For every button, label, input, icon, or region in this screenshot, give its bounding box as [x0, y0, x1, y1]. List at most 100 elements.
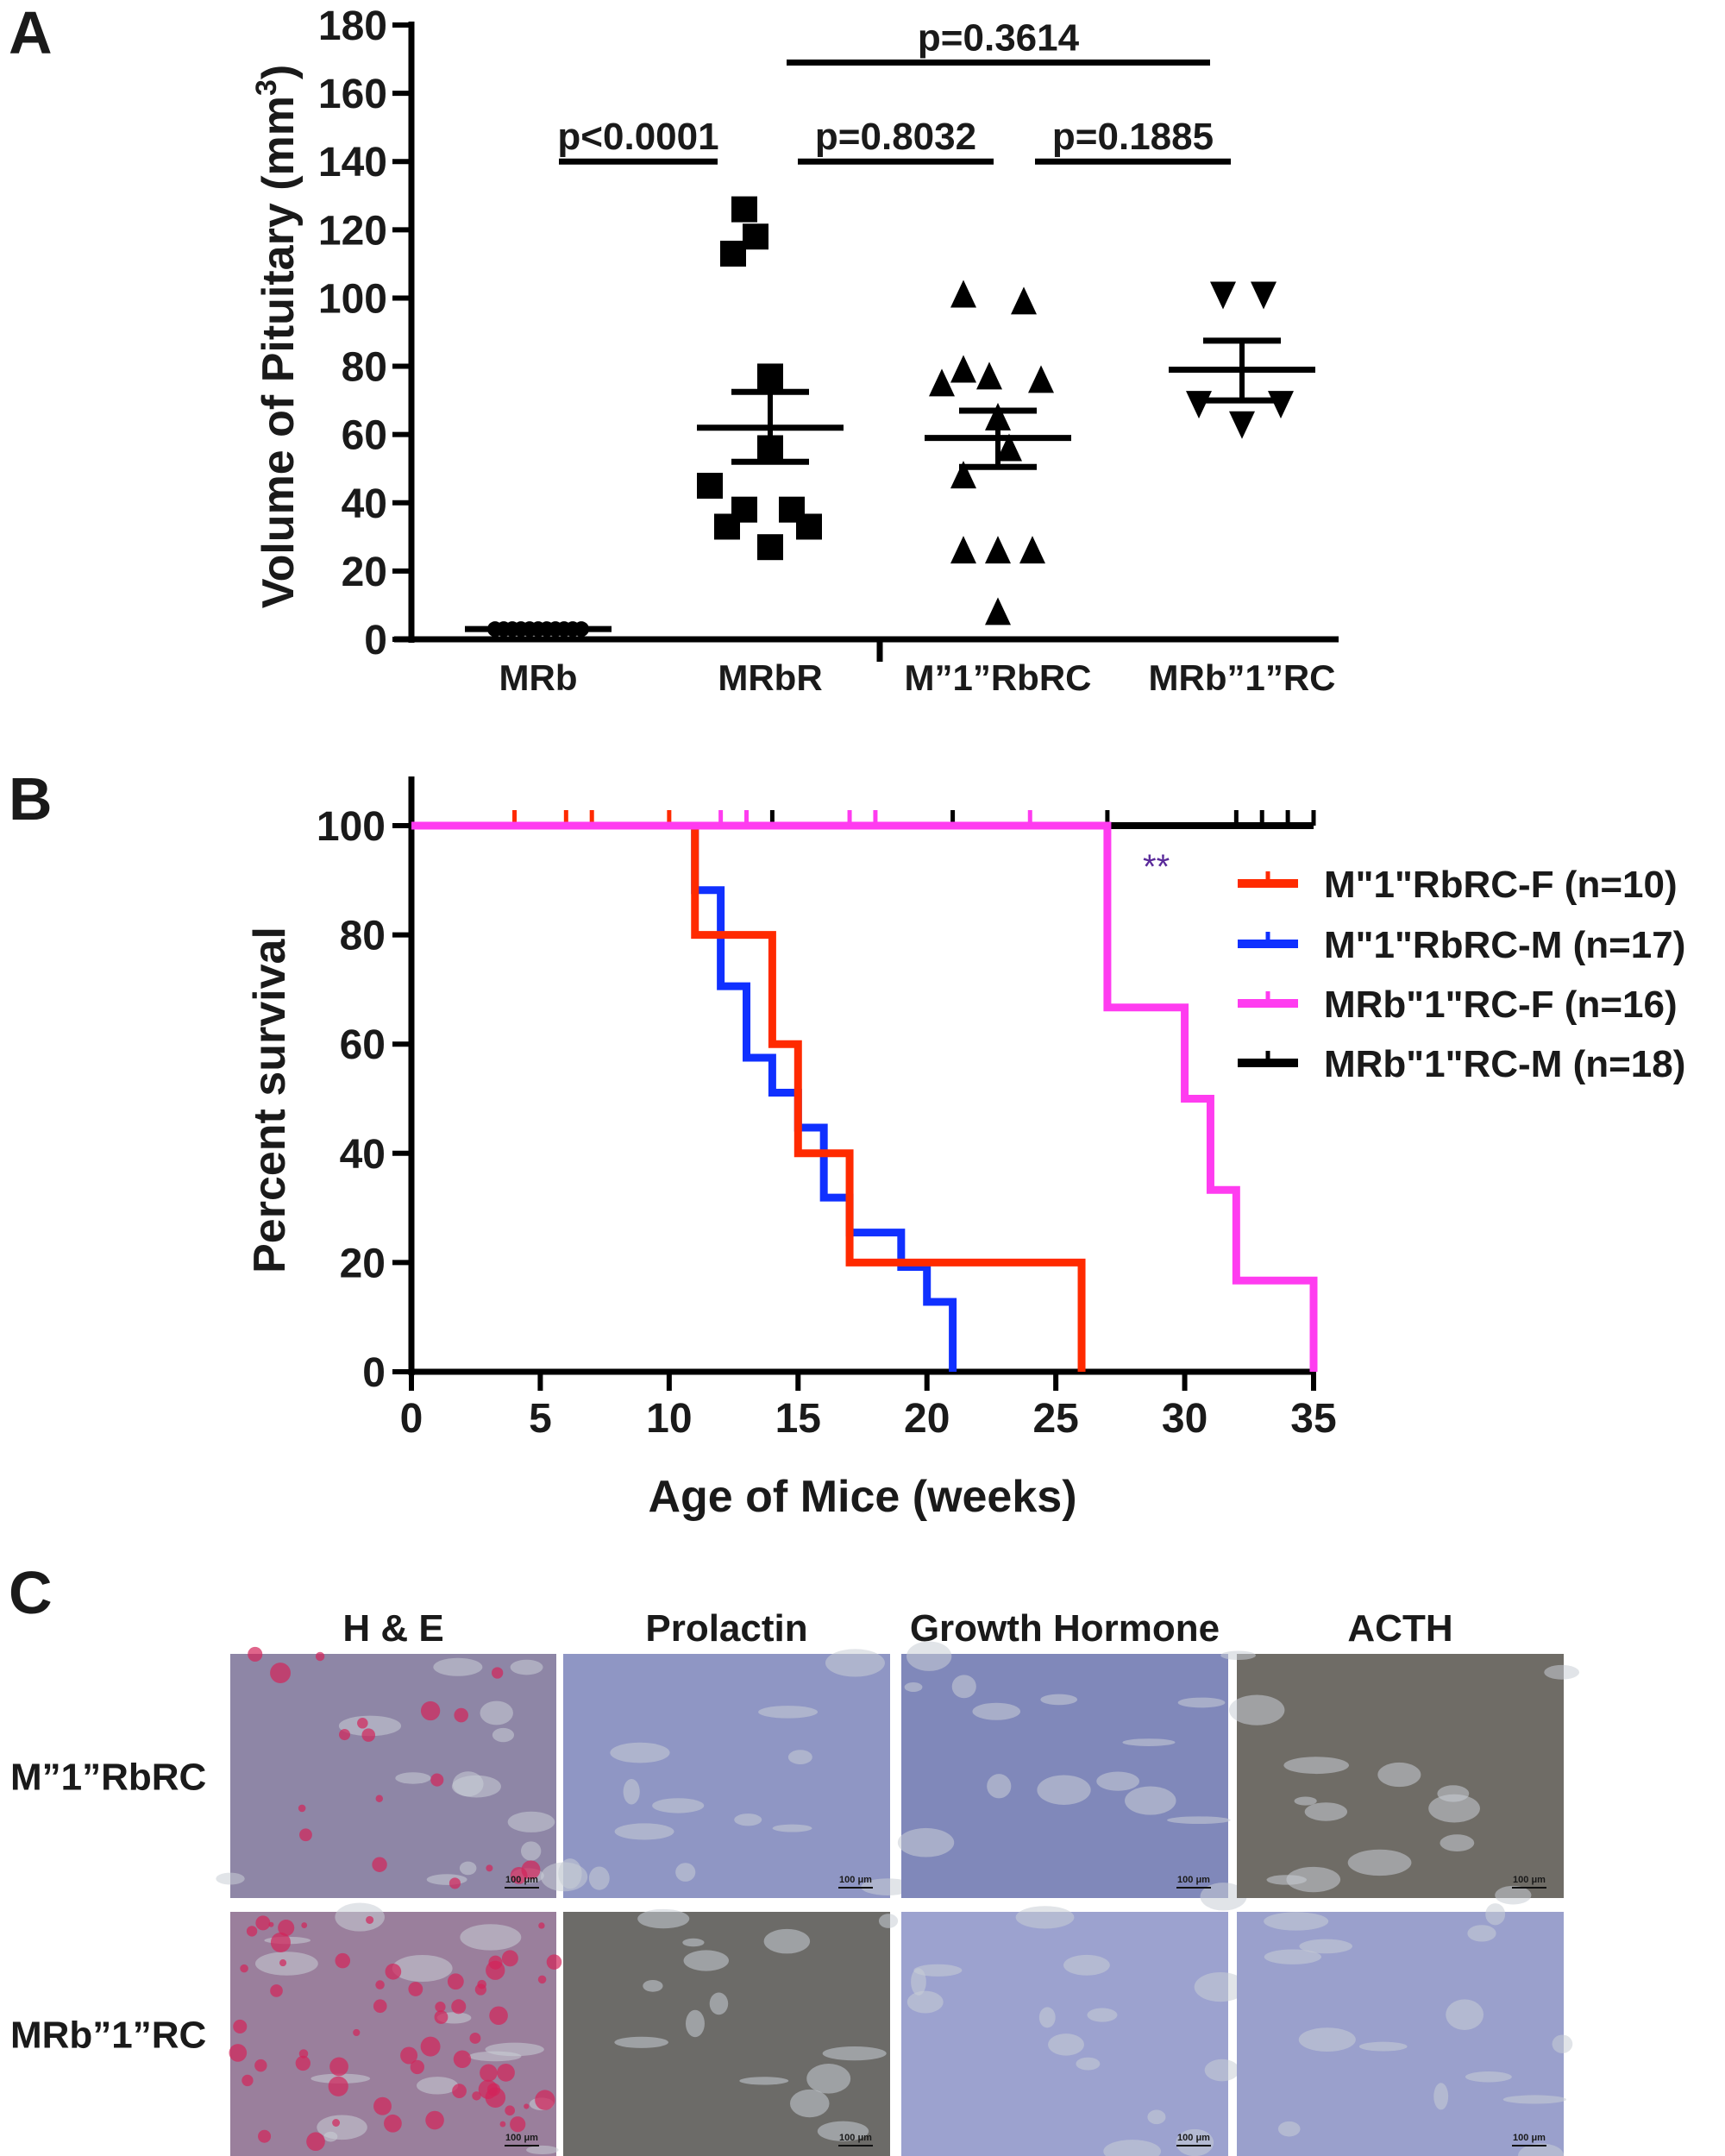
tissue-space: [1518, 2143, 1565, 2156]
red-blood-cell-cluster: [485, 2087, 506, 2109]
tissue-space: [897, 1827, 955, 1857]
tissue-space: [1076, 2057, 1101, 2071]
x-tick-label: 10: [646, 1396, 692, 1442]
tissue-space: [1544, 1664, 1580, 1680]
row-label: MRb”1”RC: [10, 2015, 206, 2057]
tissue-space: [1440, 1834, 1475, 1851]
y-tick-label: 40: [340, 1132, 386, 1178]
scale-bar-label: 100 μm: [839, 1875, 872, 1885]
tissue-space: [1048, 2033, 1084, 2056]
y-tick-label: 0: [362, 1350, 386, 1396]
tissue-space: [1037, 1775, 1091, 1805]
red-blood-cell-cluster: [434, 2010, 448, 2024]
row-label: M”1”RbRC: [10, 1757, 206, 1799]
tissue-space: [1465, 2071, 1512, 2083]
panel-c-histology: H & E Prolactin Growth Hormone ACTH M”1”RbRC…: [10, 1607, 1580, 2156]
red-blood-cell-cluster: [372, 1857, 387, 1872]
tissue-space: [1294, 1796, 1317, 1806]
micrograph-tile: 100 μm: [541, 1649, 915, 1898]
tissue-space: [1040, 1694, 1078, 1706]
red-blood-cell-cluster: [366, 1915, 374, 1924]
tissue-space: [787, 1750, 812, 1765]
tissue-space: [825, 1649, 885, 1677]
tissue-space: [558, 1858, 582, 1889]
red-blood-cell-cluster: [486, 1864, 493, 1872]
tissue-space: [338, 1715, 402, 1737]
tissue-space: [526, 2145, 559, 2155]
tissue-space: [1176, 2128, 1214, 2156]
tissue-space: [1147, 2109, 1166, 2125]
tissue-space: [507, 1811, 555, 1832]
tissue-space: [789, 2089, 830, 2118]
red-blood-cell-cluster: [420, 1700, 441, 1721]
micrograph-background: [563, 1654, 890, 1898]
red-blood-cell-cluster: [477, 1979, 486, 1989]
red-blood-cell-cluster: [332, 2119, 341, 2127]
tissue-space: [1358, 2041, 1408, 2052]
y-tick-label: 20: [342, 550, 387, 595]
red-blood-cell-cluster: [373, 2096, 392, 2115]
panel-label-c: C: [9, 1559, 53, 1626]
scale-bar-label: 100 μm: [1177, 1875, 1210, 1885]
tissue-space: [822, 2046, 887, 2061]
y-tick-label: 180: [318, 3, 387, 49]
tissue-space: [451, 1775, 501, 1798]
scale-bar-label: 100 μm: [1177, 2133, 1210, 2143]
red-blood-cell-cluster: [488, 1955, 503, 1970]
data-point: [714, 513, 740, 540]
tissue-space: [1264, 1949, 1322, 1964]
data-point: [976, 361, 1002, 390]
tissue-space: [459, 1861, 477, 1876]
red-blood-cell-cluster: [233, 2019, 248, 2033]
data-point: [985, 536, 1011, 564]
data-point: [1028, 365, 1054, 393]
micrograph-tile: 100 μm: [897, 1641, 1247, 1911]
red-blood-cell-cluster: [537, 1975, 547, 1984]
y-tick-label: 80: [342, 345, 387, 391]
red-blood-cell-cluster: [279, 1959, 287, 1967]
red-blood-cell-cluster: [453, 2050, 472, 2068]
data-point: [731, 196, 757, 223]
tissue-space: [610, 1742, 670, 1763]
red-blood-cell-cluster: [535, 2090, 555, 2110]
x-tick-label: MRbR: [718, 657, 822, 698]
red-blood-cell-cluster: [497, 2064, 515, 2082]
data-point: [743, 223, 768, 250]
legend-label: M"1"RbRC-F (n=10): [1324, 864, 1678, 906]
tissue-space: [1467, 1925, 1496, 1942]
x-tick-label: 35: [1290, 1396, 1336, 1442]
red-blood-cell-cluster: [248, 1646, 263, 1662]
panel-label-b: B: [9, 765, 53, 833]
tissue-space: [392, 1954, 453, 1983]
y-tick-label: 60: [340, 1022, 386, 1068]
tissue-space: [1103, 2140, 1162, 2156]
red-blood-cell-cluster: [448, 1877, 461, 1889]
tissue-space: [1347, 1849, 1412, 1876]
micrograph-tile: 100 μm: [216, 1646, 556, 1898]
tissue-space: [652, 1798, 705, 1813]
tissue-space: [734, 1813, 762, 1826]
column-header: ACTH: [1347, 1607, 1452, 1650]
red-blood-cell-cluster: [258, 2129, 272, 2143]
red-blood-cell-cluster: [357, 1717, 368, 1729]
chart-a-volume: Volume of Pituitary (mm3) 0 20 40 60 80 100 12…: [250, 3, 1339, 698]
chart-b-ylabel: Percent survival: [245, 927, 295, 1273]
tissue-space: [763, 1928, 811, 1954]
data-point: [950, 280, 976, 308]
chart-a-ylabel: Volume of Pituitary (mm3): [250, 65, 304, 608]
x-tick-label: 20: [904, 1396, 950, 1442]
scale-bar-label: 100 μm: [505, 2133, 538, 2143]
red-blood-cell-cluster: [353, 2028, 361, 2037]
red-blood-cell-cluster: [338, 1729, 351, 1741]
red-blood-cell-cluster: [268, 1921, 274, 1927]
tissue-space: [1502, 2095, 1566, 2104]
data-point: [1210, 281, 1236, 310]
red-blood-cell-cluster: [469, 2033, 481, 2044]
p-value-label: p<0.0001: [557, 116, 718, 158]
tissue-space: [1298, 2027, 1356, 2052]
data-point: [697, 473, 723, 499]
tissue-space: [951, 1675, 976, 1699]
survival-curve: [411, 821, 957, 1372]
red-blood-cell-cluster: [254, 2059, 267, 2072]
